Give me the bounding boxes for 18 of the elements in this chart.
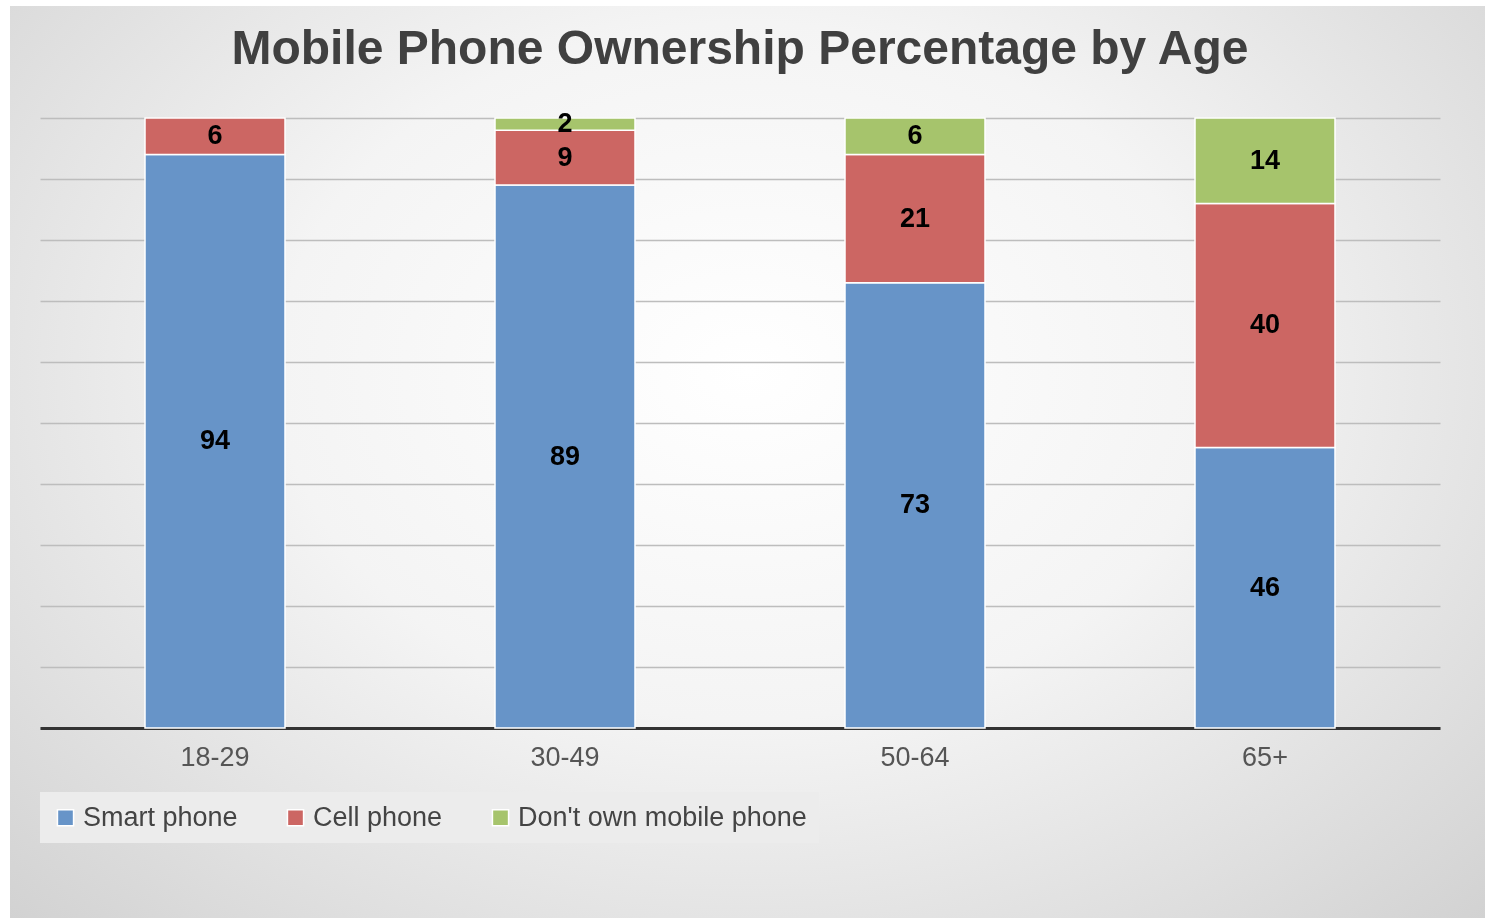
data-label: 21 (899, 202, 931, 233)
x-tick-label: 65+ (1242, 741, 1288, 772)
data-label: 94 (199, 425, 231, 456)
x-tick-label: 18-29 (180, 741, 250, 772)
data-label: 6 (907, 120, 923, 151)
x-tick-label: 50-64 (880, 741, 950, 772)
legend-label: Smart phone (83, 801, 238, 832)
data-label: 46 (1249, 571, 1281, 602)
data-label: 40 (1249, 309, 1281, 340)
data-label: 6 (207, 120, 223, 151)
legend-label: Cell phone (313, 801, 443, 832)
data-label: 9 (557, 141, 573, 172)
legend-label: Don't own mobile phone (518, 801, 807, 832)
chart-title: Mobile Phone Ownership Percentage by Age (231, 21, 1249, 75)
data-label: 89 (549, 440, 581, 471)
x-tick-label: 30-49 (530, 741, 600, 772)
data-label: 73 (899, 489, 931, 520)
data-label: 14 (1249, 144, 1281, 175)
